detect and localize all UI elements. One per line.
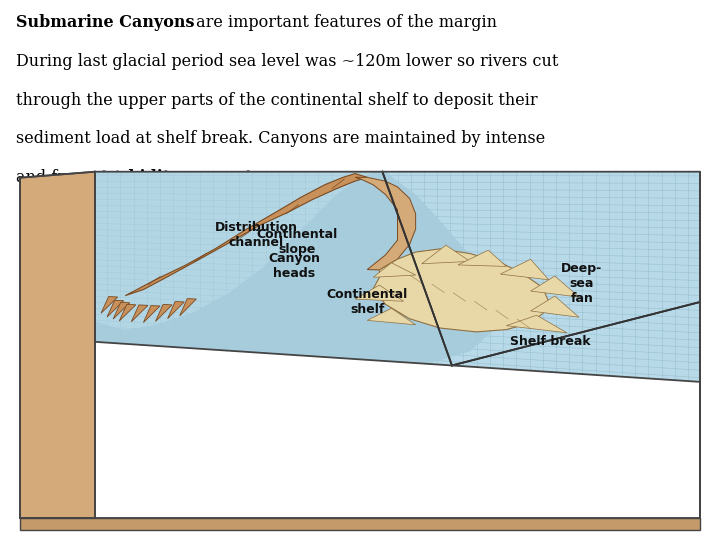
Polygon shape [20, 518, 700, 530]
Polygon shape [422, 245, 470, 264]
Polygon shape [168, 301, 184, 319]
Polygon shape [131, 305, 148, 322]
Text: sediment load at shelf break. Canyons are maintained by intense: sediment load at shelf break. Canyons ar… [16, 131, 545, 147]
Text: and frequent: and frequent [16, 170, 127, 186]
Polygon shape [355, 177, 415, 270]
Polygon shape [373, 249, 549, 332]
Text: .: . [210, 170, 215, 186]
Text: Distribution
channel: Distribution channel [215, 221, 298, 249]
Text: During last glacial period sea level was ~120m lower so rivers cut: During last glacial period sea level was… [16, 53, 558, 70]
Polygon shape [120, 305, 136, 321]
Polygon shape [506, 315, 567, 333]
Polygon shape [95, 172, 500, 364]
Text: are important features of the margin: are important features of the margin [191, 14, 497, 31]
Text: Shelf break: Shelf break [510, 335, 591, 348]
Polygon shape [531, 296, 579, 318]
Polygon shape [20, 172, 95, 518]
Text: turbidity currents: turbidity currents [101, 170, 261, 186]
Polygon shape [500, 259, 549, 280]
Text: Deep-
sea
fan: Deep- sea fan [562, 262, 603, 305]
Text: Submarine Canyons: Submarine Canyons [16, 14, 194, 31]
Polygon shape [180, 299, 197, 316]
Polygon shape [113, 302, 130, 319]
Polygon shape [95, 172, 500, 364]
Polygon shape [367, 308, 415, 325]
Polygon shape [101, 296, 117, 313]
Polygon shape [156, 305, 172, 321]
Polygon shape [143, 306, 160, 322]
Text: through the upper parts of the continental shelf to deposit their: through the upper parts of the continent… [16, 92, 537, 109]
Polygon shape [95, 172, 700, 382]
Polygon shape [107, 300, 124, 317]
Polygon shape [458, 250, 506, 266]
Polygon shape [373, 263, 415, 278]
Text: Continental
shelf: Continental shelf [327, 288, 408, 316]
Polygon shape [531, 276, 579, 297]
Polygon shape [125, 173, 367, 295]
Polygon shape [355, 285, 403, 301]
Text: Continental
slope: Continental slope [256, 228, 338, 255]
Text: Canyon
heads: Canyon heads [269, 252, 320, 280]
